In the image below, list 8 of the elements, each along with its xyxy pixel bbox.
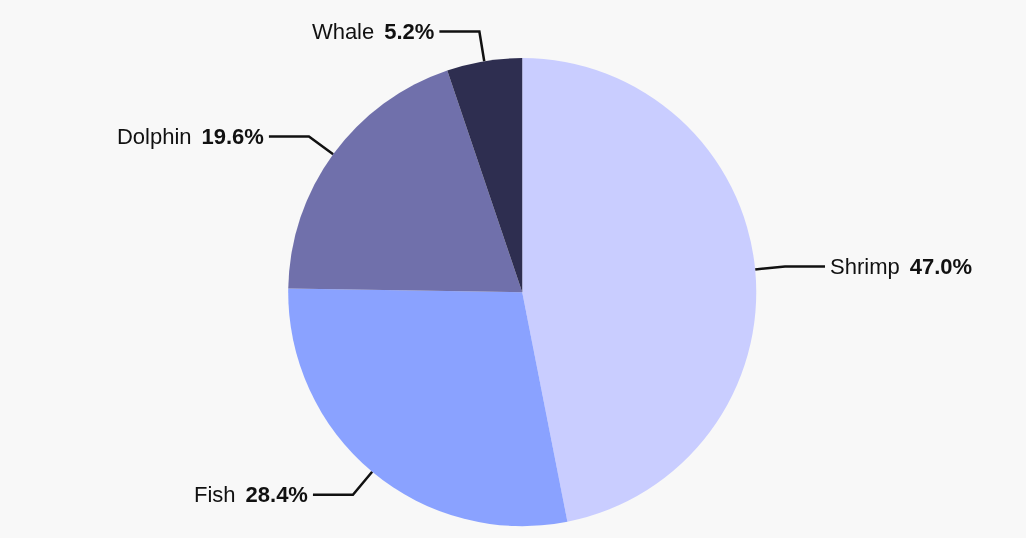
- slice-label: Fish: [194, 482, 236, 508]
- data-label: 5.2%: [384, 19, 435, 45]
- data-label: 47.0%: [909, 254, 973, 280]
- data-label: 28.4%: [245, 482, 308, 508]
- data-label: 19.6%: [201, 124, 264, 150]
- slice-label: Shrimp: [830, 254, 900, 280]
- slice-label: Dolphin: [116, 124, 192, 150]
- slice-label: Whale: [311, 19, 375, 45]
